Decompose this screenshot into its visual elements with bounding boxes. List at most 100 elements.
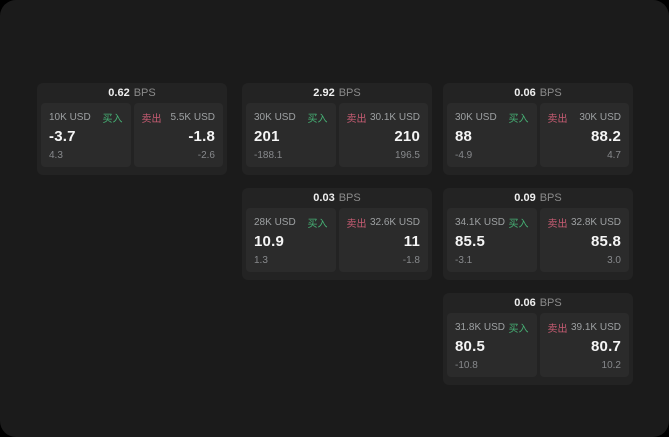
bps-unit: BPS <box>338 192 361 204</box>
buy-price: 88 <box>455 128 473 145</box>
bps-value: 0.62 <box>108 87 130 99</box>
buy-price: 85.5 <box>455 233 485 250</box>
bps-value: 0.06 <box>514 87 536 99</box>
buy-badge: 买入 <box>508 219 529 230</box>
bps-value: 2.92 <box>313 87 335 99</box>
buy-price: -3.7 <box>49 128 76 145</box>
sell-price: 210 <box>394 128 420 145</box>
buy-price: 10.9 <box>254 233 284 250</box>
buy-pane[interactable]: 30K USD 买入 88 -4.9 <box>447 103 537 167</box>
sell-badge: 卖出 <box>141 114 162 125</box>
buy-pane-top: 10K USD 买入 <box>49 110 123 125</box>
sell-price: 80.7 <box>591 338 621 355</box>
buy-badge: 买入 <box>508 114 529 125</box>
buy-badge: 买入 <box>102 114 123 125</box>
buy-delta: -188.1 <box>254 150 283 161</box>
bps-unit: BPS <box>133 87 156 99</box>
bps-value: 0.06 <box>514 297 536 309</box>
buy-price: 80.5 <box>455 338 485 355</box>
sell-price: -1.8 <box>188 128 215 145</box>
buy-pane[interactable]: 28K USD 买入 10.9 1.3 <box>246 208 336 272</box>
buy-badge: 买入 <box>307 114 328 125</box>
sell-price: 11 <box>403 233 420 250</box>
quote-panes: 28K USD 买入 10.9 1.3 卖出 32.6K USD 11 -1.8 <box>242 208 432 276</box>
bps-header: 2.92 BPS <box>242 83 432 103</box>
bps-header: 0.03 BPS <box>242 188 432 208</box>
quote-card-2: 2.92 BPS 30K USD 买入 201 -188.1 卖出 30.1K … <box>242 83 432 175</box>
sell-badge: 卖出 <box>547 324 568 335</box>
sell-pane[interactable]: 卖出 30.1K USD 210 196.5 <box>338 103 428 167</box>
buy-pane[interactable]: 31.8K USD 买入 80.5 -10.8 <box>447 313 537 377</box>
sell-size: 32.8K USD <box>570 217 621 228</box>
quote-panes: 30K USD 买入 201 -188.1 卖出 30.1K USD 210 1… <box>242 103 432 171</box>
buy-delta: 4.3 <box>49 150 63 161</box>
buy-delta: -10.8 <box>455 360 478 371</box>
buy-size: 31.8K USD <box>455 322 506 333</box>
sell-delta: 4.7 <box>607 150 621 161</box>
quote-card-1: 0.62 BPS 10K USD 买入 -3.7 4.3 卖出 5.5K USD… <box>37 83 227 175</box>
buy-badge: 买入 <box>508 324 529 335</box>
sell-pane-top: 卖出 32.6K USD <box>347 215 421 230</box>
buy-size: 10K USD <box>49 112 91 123</box>
sell-price: 88.2 <box>591 128 621 145</box>
sell-badge: 卖出 <box>547 114 568 125</box>
quote-panes: 31.8K USD 买入 80.5 -10.8 卖出 39.1K USD 80.… <box>443 313 633 381</box>
buy-pane[interactable]: 34.1K USD 买入 85.5 -3.1 <box>447 208 537 272</box>
bps-header: 0.06 BPS <box>443 83 633 103</box>
sell-delta: 3.0 <box>607 255 621 266</box>
sell-pane-top: 卖出 5.5K USD <box>142 110 216 125</box>
quote-card-6: 0.06 BPS 31.8K USD 买入 80.5 -10.8 卖出 39.1… <box>443 293 633 385</box>
buy-delta: 1.3 <box>254 255 268 266</box>
bps-header: 0.09 BPS <box>443 188 633 208</box>
buy-pane-top: 30K USD 买入 <box>254 110 328 125</box>
sell-pane[interactable]: 卖出 5.5K USD -1.8 -2.6 <box>133 103 223 167</box>
bps-value: 0.09 <box>514 192 536 204</box>
buy-delta: -4.9 <box>455 150 473 161</box>
sell-pane-top: 卖出 30.1K USD <box>347 110 421 125</box>
sell-pane[interactable]: 卖出 32.8K USD 85.8 3.0 <box>539 208 629 272</box>
quote-panes: 30K USD 买入 88 -4.9 卖出 30K USD 88.2 4.7 <box>443 103 633 171</box>
sell-badge: 卖出 <box>547 219 568 230</box>
buy-size: 30K USD <box>455 112 497 123</box>
sell-pane[interactable]: 卖出 30K USD 88.2 4.7 <box>539 103 629 167</box>
sell-badge: 卖出 <box>346 219 367 230</box>
sell-pane-top: 卖出 39.1K USD <box>548 320 622 335</box>
buy-pane-top: 31.8K USD 买入 <box>455 320 529 335</box>
sell-size: 5.5K USD <box>170 112 215 123</box>
buy-size: 34.1K USD <box>455 217 506 228</box>
bps-header: 0.06 BPS <box>443 293 633 313</box>
buy-pane[interactable]: 30K USD 买入 201 -188.1 <box>246 103 336 167</box>
sell-delta: -2.6 <box>197 150 215 161</box>
buy-pane-top: 34.1K USD 买入 <box>455 215 529 230</box>
bps-header: 0.62 BPS <box>37 83 227 103</box>
quote-panes: 34.1K USD 买入 85.5 -3.1 卖出 32.8K USD 85.8… <box>443 208 633 276</box>
sell-delta: 196.5 <box>394 150 420 161</box>
buy-pane-top: 28K USD 买入 <box>254 215 328 230</box>
quote-panes: 10K USD 买入 -3.7 4.3 卖出 5.5K USD -1.8 -2.… <box>37 103 227 171</box>
sell-badge: 卖出 <box>346 114 367 125</box>
sell-pane-top: 卖出 30K USD <box>548 110 622 125</box>
quote-card-4: 0.06 BPS 30K USD 买入 88 -4.9 卖出 30K USD 8… <box>443 83 633 175</box>
bps-unit: BPS <box>338 87 361 99</box>
quote-card-5: 0.09 BPS 34.1K USD 买入 85.5 -3.1 卖出 32.8K… <box>443 188 633 280</box>
buy-size: 30K USD <box>254 112 296 123</box>
bps-unit: BPS <box>539 297 562 309</box>
sell-size: 30.1K USD <box>369 112 420 123</box>
bps-unit: BPS <box>539 192 562 204</box>
sell-pane-top: 卖出 32.8K USD <box>548 215 622 230</box>
sell-pane[interactable]: 卖出 39.1K USD 80.7 10.2 <box>539 313 629 377</box>
sell-size: 39.1K USD <box>570 322 621 333</box>
sell-size: 30K USD <box>579 112 621 123</box>
buy-pane-top: 30K USD 买入 <box>455 110 529 125</box>
buy-badge: 买入 <box>307 219 328 230</box>
buy-size: 28K USD <box>254 217 296 228</box>
buy-delta: -3.1 <box>455 255 473 266</box>
sell-size: 32.6K USD <box>369 217 420 228</box>
bps-value: 0.03 <box>313 192 335 204</box>
sell-pane[interactable]: 卖出 32.6K USD 11 -1.8 <box>338 208 428 272</box>
sell-delta: 10.2 <box>601 360 621 371</box>
sell-price: 85.8 <box>591 233 621 250</box>
buy-pane[interactable]: 10K USD 买入 -3.7 4.3 <box>41 103 131 167</box>
bps-unit: BPS <box>539 87 562 99</box>
